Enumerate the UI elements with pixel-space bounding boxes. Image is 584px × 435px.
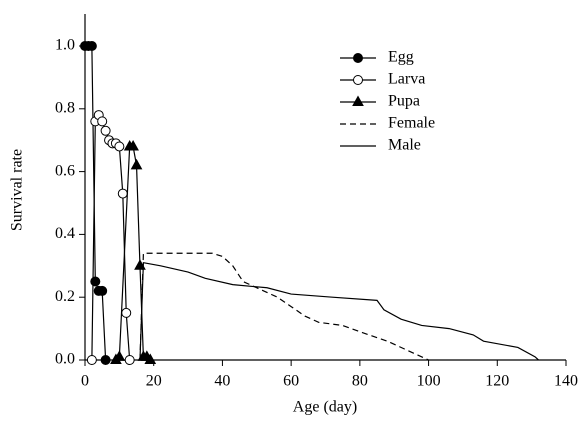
marker (130, 158, 143, 170)
legend-marker (353, 75, 363, 85)
marker (113, 350, 126, 361)
y-axis-label: Survival rate (9, 149, 26, 231)
marker (100, 355, 111, 365)
y-tick-label: 0.6 (55, 162, 75, 179)
marker (144, 353, 157, 364)
marker (127, 139, 139, 151)
series-line (139, 252, 429, 361)
marker (97, 116, 108, 127)
marker (86, 355, 97, 365)
marker (124, 355, 135, 365)
y-tick-label: 0.0 (55, 351, 75, 368)
x-tick-label: 120 (485, 373, 509, 390)
marker (86, 41, 97, 51)
series-line (115, 145, 151, 361)
legend-marker (352, 95, 364, 106)
series-line (91, 113, 131, 361)
y-tick-label: 0.2 (55, 288, 75, 305)
series-line (139, 261, 539, 361)
legend-label: Female (388, 115, 435, 132)
marker (114, 141, 125, 152)
x-tick-label: 60 (283, 373, 299, 390)
marker (100, 125, 111, 136)
x-tick-label: 40 (214, 373, 230, 390)
x-tick-label: 80 (352, 373, 368, 390)
series-line (85, 45, 107, 361)
x-axis-label: Age (day) (293, 399, 357, 416)
legend-marker (353, 53, 363, 63)
marker (97, 285, 108, 296)
marker (117, 188, 128, 199)
marker (90, 276, 101, 287)
marker (121, 307, 132, 318)
y-tick-label: 0.4 (55, 225, 75, 242)
y-tick-label: 0.8 (55, 99, 75, 116)
x-tick-label: 100 (417, 373, 441, 390)
legend-label: Egg (388, 49, 414, 66)
legend-label: Larva (388, 71, 425, 88)
legend-label: Pupa (388, 93, 420, 110)
x-tick-label: 20 (146, 373, 162, 390)
x-tick-label: 0 (81, 373, 89, 390)
x-tick-label: 140 (554, 373, 578, 390)
y-tick-label: 1.0 (55, 37, 75, 54)
legend-label: Male (388, 137, 421, 154)
